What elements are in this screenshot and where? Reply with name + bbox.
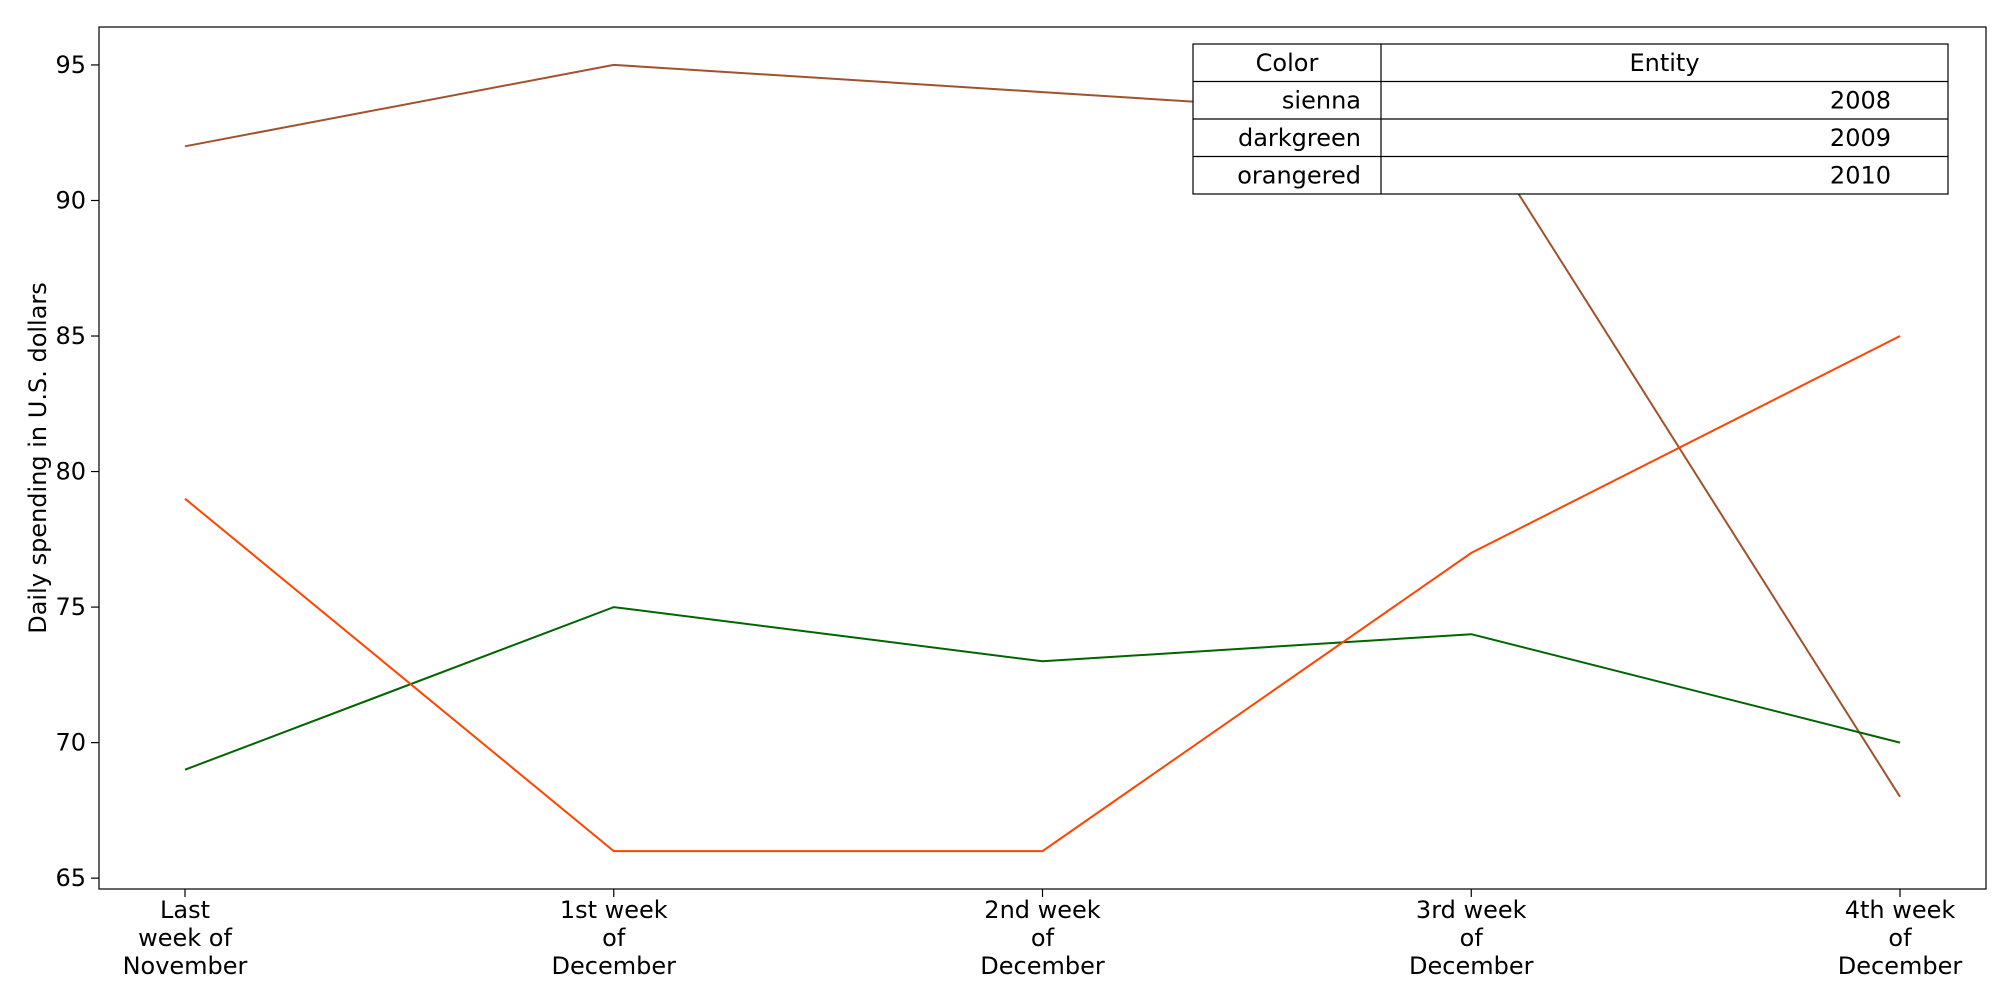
- y-axis: 65 70 75 80 85 90 95: [55, 51, 99, 892]
- series-layer: [184, 63, 1901, 853]
- y-axis-label: Daily spending in U.S. dollars: [24, 282, 52, 634]
- x-tick-label-line: of: [1460, 924, 1484, 952]
- x-tick-label-line: 1st week: [560, 896, 668, 924]
- x-tick-label-line: December: [1838, 952, 1963, 980]
- y-tick-label: 85: [55, 322, 86, 350]
- x-tick-label-line: November: [123, 952, 248, 980]
- y-tick-label: 95: [55, 51, 86, 79]
- x-tick-label-line: of: [1888, 924, 1912, 952]
- legend-color-name: orangered: [1237, 161, 1361, 189]
- y-tick-label: 70: [55, 729, 86, 757]
- legend-color-name: darkgreen: [1238, 124, 1361, 152]
- x-tick-label-line: December: [980, 952, 1105, 980]
- legend-color-name: sienna: [1282, 86, 1361, 114]
- x-tick-label-line: of: [1031, 924, 1055, 952]
- legend-entity-name: 2008: [1830, 86, 1891, 114]
- x-tick-label-line: week of: [138, 924, 232, 952]
- legend-table: Color Entity sienna 2008 darkgreen 2009 orange…: [1192, 43, 1949, 195]
- legend-header-color: Color: [1256, 49, 1319, 77]
- x-tick-label-line: 4th week: [1845, 896, 1956, 924]
- y-tick-label: 80: [55, 458, 86, 486]
- series-line-2010: [184, 335, 1901, 853]
- y-tick-label: 90: [55, 186, 86, 214]
- x-tick-label-line: 2nd week: [984, 896, 1101, 924]
- x-tick-label-line: December: [552, 952, 677, 980]
- legend-header-entity: Entity: [1629, 49, 1699, 77]
- y-tick-label: 65: [55, 864, 86, 892]
- x-tick-label-line: 3rd week: [1416, 896, 1527, 924]
- legend-entity-name: 2009: [1830, 124, 1891, 152]
- y-tick-label: 75: [55, 593, 86, 621]
- legend-entity-name: 2010: [1830, 161, 1891, 189]
- x-tick-label-line: Last: [160, 896, 210, 924]
- series-line-2008: [184, 63, 1901, 798]
- x-tick-label-line: of: [602, 924, 626, 952]
- x-tick-label-line: December: [1409, 952, 1534, 980]
- series-line-2009: [184, 606, 1901, 771]
